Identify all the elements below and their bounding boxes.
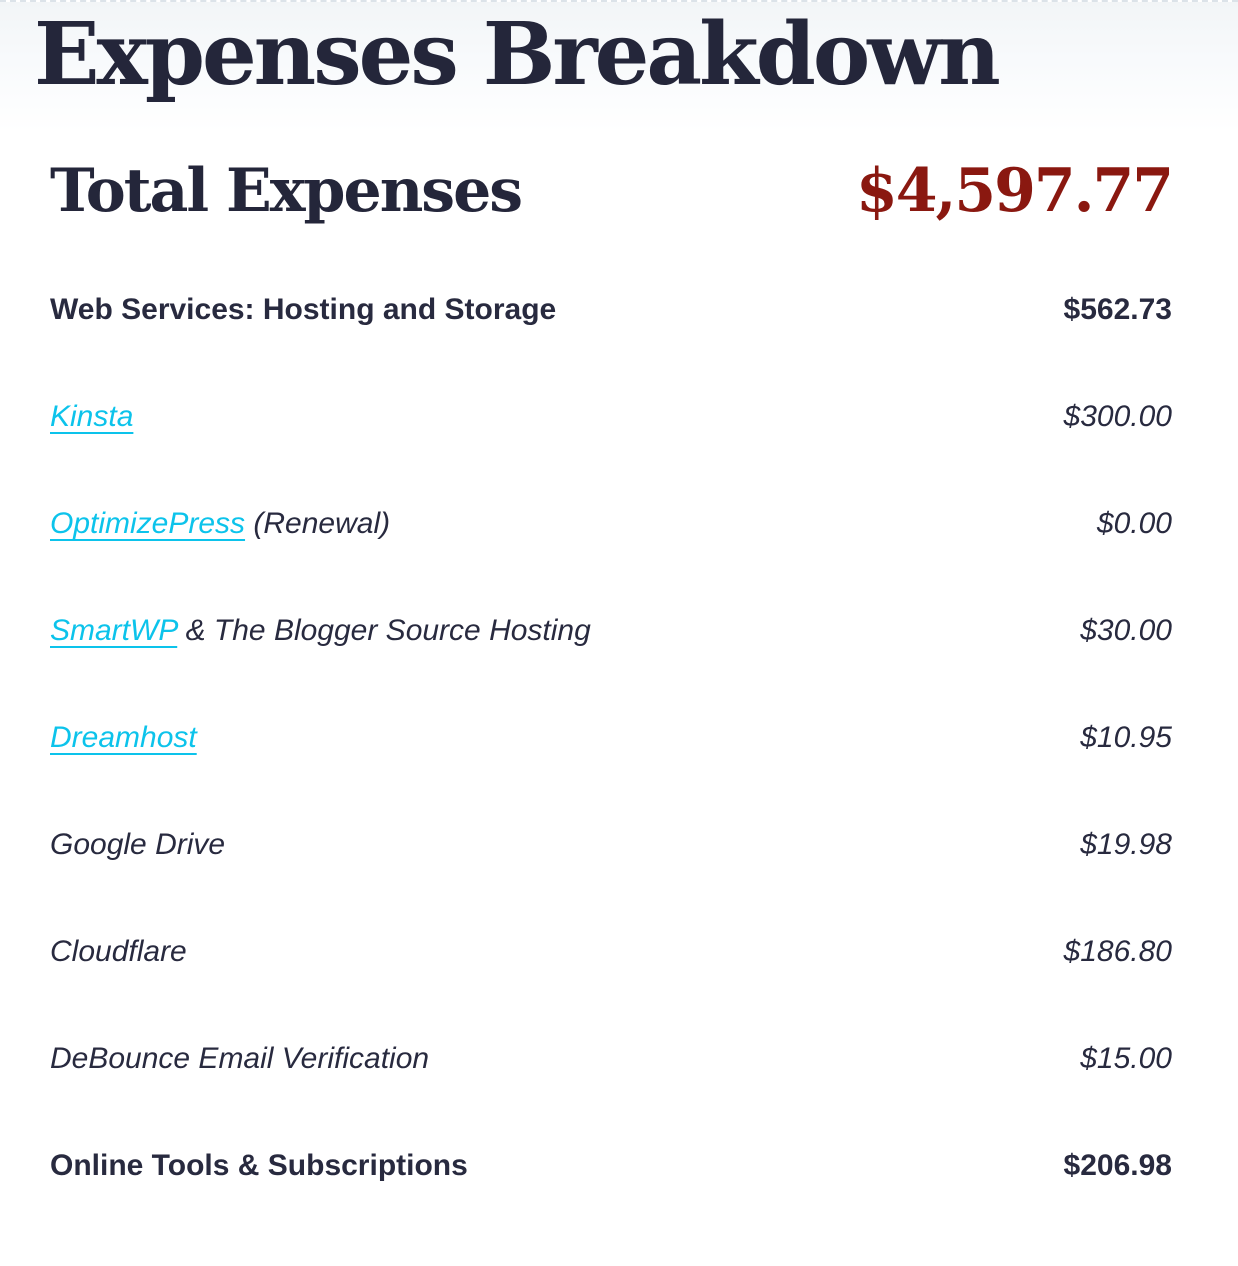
total-expenses-label: Total Expenses xyxy=(50,156,523,226)
expense-row: Cloudflare $186.80 xyxy=(50,932,1172,971)
expense-link[interactable]: SmartWP xyxy=(50,614,178,647)
expense-row: Online Tools & Subscriptions $206.98 xyxy=(50,1146,1172,1185)
page-title: Expenses Breakdown xyxy=(34,4,1001,105)
expense-label: Dreamhost xyxy=(50,718,197,757)
expense-label: SmartWP & The Blogger Source Hosting xyxy=(50,614,591,647)
expense-value: $10.95 xyxy=(1080,721,1172,754)
total-expenses-row: Total Expenses $4,597.77 xyxy=(0,158,1238,224)
expense-value: $186.80 xyxy=(1063,935,1172,968)
expense-label: Kinsta xyxy=(50,397,133,436)
expense-link[interactable]: Dreamhost xyxy=(50,721,197,754)
expense-value: $15.00 xyxy=(1080,1042,1172,1075)
expense-label: Online Tools & Subscriptions xyxy=(50,1149,468,1182)
expense-label: OptimizePress (Renewal) xyxy=(50,507,391,540)
expense-row: Kinsta $300.00 xyxy=(50,397,1172,436)
total-expenses-value: $4,597.77 xyxy=(855,156,1174,226)
page-header: Expenses Breakdown xyxy=(0,0,1238,132)
expense-value: $0.00 xyxy=(1096,507,1172,540)
expense-row: Web Services: Hosting and Storage $562.73 xyxy=(50,290,1172,329)
expense-row: Dreamhost $10.95 xyxy=(50,718,1172,757)
expense-row: SmartWP & The Blogger Source Hosting $30.… xyxy=(50,611,1172,650)
expense-label: DeBounce Email Verification xyxy=(50,1042,430,1075)
expense-link[interactable]: OptimizePress xyxy=(50,507,246,540)
expense-label: Cloudflare xyxy=(50,935,187,968)
expense-row: OptimizePress (Renewal) $0.00 xyxy=(50,504,1172,543)
expense-label: Web Services: Hosting and Storage xyxy=(50,293,557,326)
expense-value: $300.00 xyxy=(1063,400,1172,433)
expense-row: DeBounce Email Verification $15.00 xyxy=(50,1039,1172,1078)
expense-value: $206.98 xyxy=(1063,1149,1172,1182)
expense-label: Google Drive xyxy=(50,828,226,861)
expense-value: $30.00 xyxy=(1080,614,1172,647)
expense-link[interactable]: Kinsta xyxy=(50,400,134,433)
expense-value: $562.73 xyxy=(1063,293,1172,326)
expense-row: Google Drive $19.98 xyxy=(50,825,1172,864)
expense-list: Web Services: Hosting and Storage $562.73… xyxy=(0,290,1238,1185)
expense-value: $19.98 xyxy=(1080,828,1172,861)
